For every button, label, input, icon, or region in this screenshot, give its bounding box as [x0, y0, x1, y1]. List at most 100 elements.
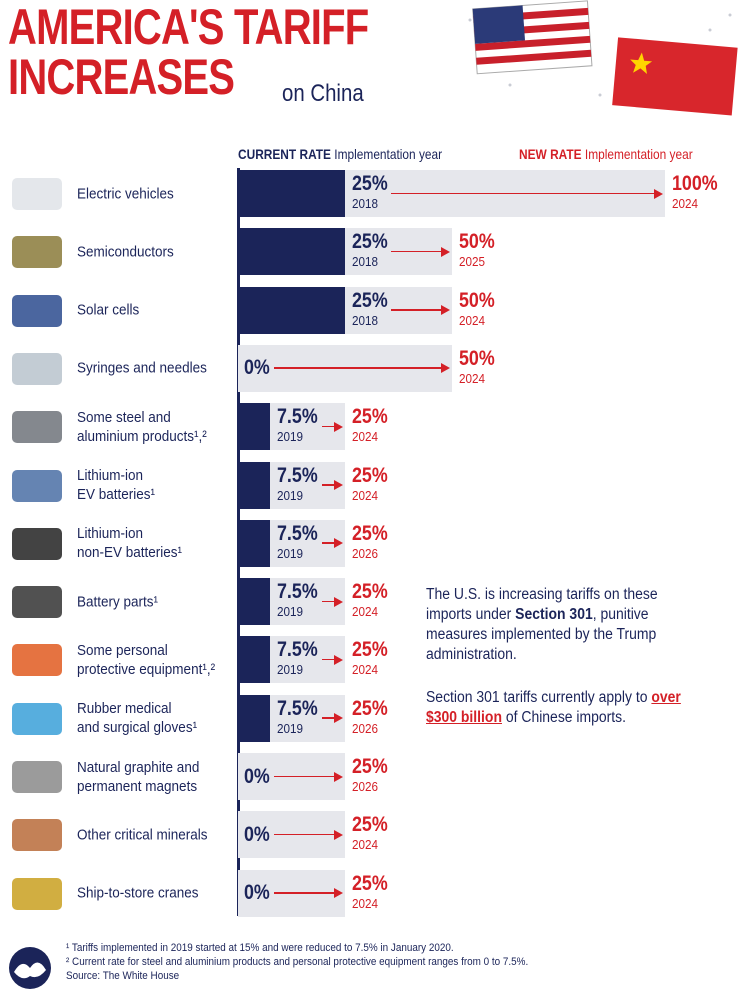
bar — [238, 694, 271, 742]
category-label: Electric vehicles — [77, 185, 174, 202]
new-rate-label: 50% — [458, 230, 495, 254]
icon — [12, 819, 62, 852]
new-header: NEW RATE Implementation year — [519, 146, 693, 162]
new-year: 2024 — [351, 837, 378, 853]
note-text: , punitive measures implemented by the T… — [426, 606, 657, 663]
year-header: Implementation year — [584, 146, 693, 162]
icon — [12, 469, 62, 502]
new-rate-label: 25% — [351, 580, 388, 604]
series-name: CURRENT RATE — [238, 146, 331, 162]
current-year: 2019 — [277, 487, 304, 503]
new-year: 2026 — [351, 720, 378, 736]
bar — [238, 636, 271, 684]
arrow-head — [333, 654, 343, 665]
new-rate-label: 25% — [351, 463, 388, 487]
arrow-line — [391, 192, 655, 194]
current-rate-label: 7.5% — [277, 521, 318, 545]
new-year: 2024 — [458, 312, 485, 328]
arrow-head — [333, 538, 343, 549]
current-year: 2019 — [277, 720, 304, 736]
bar — [238, 403, 271, 451]
note-text: of Chinese imports. — [501, 709, 627, 726]
icon — [12, 411, 62, 444]
current-rate-label: 7.5% — [277, 405, 318, 429]
new-year: 2024 — [351, 604, 378, 620]
current-header: CURRENT RATE Implementation year — [238, 146, 442, 162]
arrow-head — [333, 596, 343, 607]
current-rate-label: 0% — [244, 764, 270, 788]
new-rate-label: 25% — [351, 521, 388, 545]
category-label: Lithium-ion EV batteries¹ — [77, 467, 156, 503]
category-label: Battery parts¹ — [77, 593, 159, 611]
new-year: 2024 — [458, 370, 485, 386]
year-header: Implementation year — [334, 146, 443, 162]
footnote: ² Current rate for steel and aluminium p… — [66, 956, 529, 968]
bar — [238, 228, 345, 276]
arrow-head — [440, 363, 450, 374]
bar — [238, 170, 345, 217]
current-year: 2019 — [277, 604, 304, 620]
current-rate-label: 7.5% — [277, 638, 318, 662]
note-text: Section 301 tariffs currently apply to — [426, 689, 652, 706]
current-rate-label: 7.5% — [277, 696, 318, 720]
arrow-head — [654, 188, 663, 199]
new-rate-label: 25% — [351, 871, 388, 895]
bar — [238, 578, 271, 626]
new-year: 2025 — [458, 254, 485, 270]
icon — [12, 236, 62, 269]
note-text: The U.S. is increasing tariffs on these … — [426, 586, 658, 623]
new-year: 2024 — [672, 196, 699, 211]
new-year: 2026 — [351, 779, 378, 794]
category-label: Lithium-ion non-EV batteries¹ — [77, 525, 183, 562]
icon — [12, 527, 62, 560]
category-label: Natural graphite and permanent magnets — [77, 758, 200, 795]
current-year: 2019 — [277, 662, 304, 678]
footnote: ¹ Tariffs implemented in 2019 started at… — [66, 942, 454, 954]
note-text: Section 301 — [515, 606, 593, 623]
arrow-line — [391, 309, 442, 311]
current-year: 2018 — [351, 312, 378, 328]
bar — [238, 286, 345, 334]
new-year: 2024 — [351, 662, 378, 678]
arrow-line — [321, 484, 335, 486]
category-label: Some steel and aluminium products¹,² — [77, 408, 207, 445]
arrow-head — [333, 829, 343, 840]
bar — [238, 519, 271, 567]
new-rate-label: 50% — [458, 346, 495, 370]
icon — [12, 877, 62, 910]
current-rate-label: 0% — [244, 822, 270, 846]
current-rate-label: 0% — [244, 881, 270, 905]
current-rate-label: 7.5% — [277, 580, 318, 604]
current-rate-label: 0% — [244, 356, 270, 380]
series-name: NEW RATE — [519, 146, 582, 162]
new-rate-label: 25% — [351, 638, 388, 662]
category-label: Syringes and needles — [77, 359, 207, 377]
china-flag-container — [612, 37, 738, 116]
new-rate-label: 25% — [351, 696, 388, 720]
new-year: 2024 — [351, 487, 378, 503]
arrow-head — [333, 771, 343, 782]
new-rate-label: 50% — [458, 288, 495, 312]
current-rate-label: 25% — [351, 230, 388, 254]
arrow-line — [321, 600, 335, 603]
arrow-head — [440, 246, 450, 257]
arrow-line — [321, 717, 335, 719]
title: AMERICA'S TARIFF INCREASES — [8, 0, 369, 105]
icon — [12, 702, 62, 735]
current-rate-label: 7.5% — [277, 463, 318, 487]
arrow-line — [391, 250, 442, 253]
note-paragraph: The U.S. is increasing tariffs on these … — [426, 585, 705, 665]
current-rate-label: 25% — [351, 288, 388, 312]
current-year: 2018 — [351, 254, 378, 270]
icon — [12, 352, 62, 385]
arrow-head — [333, 421, 343, 432]
arrow-head — [440, 305, 450, 316]
bar — [238, 461, 271, 509]
arrow-line — [273, 833, 335, 836]
icon — [12, 294, 62, 327]
arrow-line — [321, 658, 335, 661]
category-label: Ship-to-store cranes — [77, 884, 199, 902]
new-year: 2024 — [351, 895, 378, 911]
current-year: 2018 — [351, 196, 378, 211]
